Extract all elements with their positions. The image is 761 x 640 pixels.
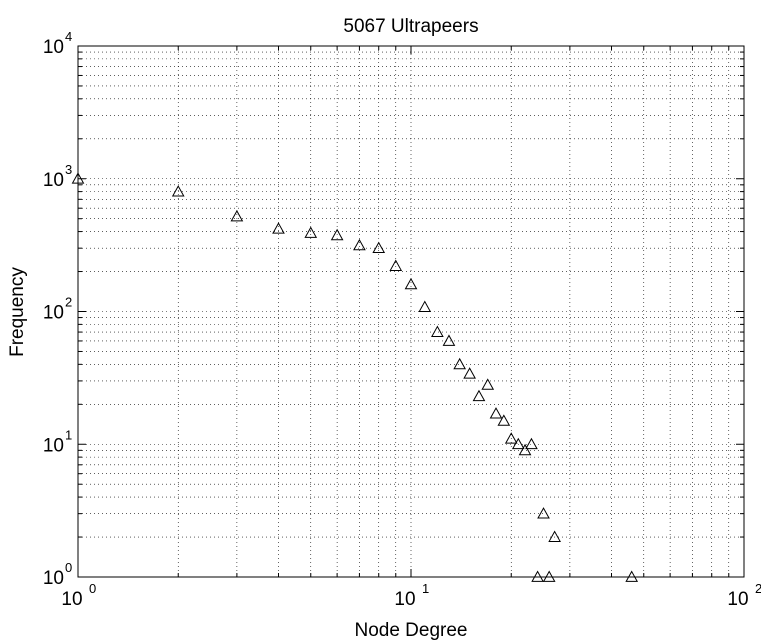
y-tick-label: 10	[43, 568, 64, 589]
x-tick-labels: 10 0 10 1 10 2	[61, 581, 761, 610]
data-point-triangle	[525, 437, 538, 450]
data-point-triangle	[481, 378, 495, 390]
y-tick-exponent: 2	[65, 295, 72, 310]
data-point-triangle	[548, 530, 561, 542]
data-point-triangle	[304, 226, 318, 238]
y-tick-exponent: 1	[65, 427, 72, 442]
data-point-triangle	[625, 570, 639, 582]
x-tick-exponent: 1	[422, 581, 429, 596]
chart-title: 5067 Ultrapeers	[343, 16, 478, 37]
x-tick-exponent: 0	[89, 581, 96, 596]
data-point-triangle	[531, 570, 544, 582]
y-axis-label: Frequency	[7, 267, 28, 357]
x-axis-label: Node Degree	[354, 620, 467, 640]
y-tick-label: 10	[43, 170, 64, 191]
x-tick-label: 10	[61, 589, 82, 610]
data-point-triangle	[389, 259, 403, 271]
data-point-triangle	[353, 238, 366, 251]
data-point-triangle	[489, 407, 503, 419]
data-point-triangle	[431, 325, 444, 337]
data-point-triangle	[418, 300, 432, 312]
x-tick-label: 10	[394, 589, 415, 610]
y-tick-exponent: 0	[65, 560, 72, 575]
grid-lines	[78, 46, 744, 577]
y-tick-label: 10	[43, 435, 64, 456]
data-point-triangle	[542, 570, 556, 582]
data-point-triangle	[472, 389, 486, 402]
axis-ticks	[78, 46, 744, 577]
y-tick-exponent: 4	[65, 29, 72, 44]
data-points	[71, 172, 639, 582]
data-point-triangle	[372, 241, 386, 254]
data-point-triangle	[404, 277, 418, 290]
y-tick-label: 10	[43, 37, 64, 58]
data-point-triangle	[453, 357, 467, 370]
data-point-triangle	[497, 414, 511, 426]
data-point-triangle	[442, 334, 456, 346]
x-tick-label: 10	[727, 589, 748, 610]
y-tick-exponent: 3	[65, 162, 72, 177]
data-point-triangle	[230, 209, 244, 222]
data-point-triangle	[272, 222, 285, 234]
data-point-triangle	[537, 507, 550, 519]
y-tick-label: 10	[43, 303, 64, 324]
data-point-triangle	[463, 367, 476, 379]
data-point-triangle	[504, 432, 518, 444]
data-point-triangle	[330, 228, 344, 241]
x-tick-exponent: 2	[755, 581, 761, 596]
data-point-triangle	[71, 172, 85, 184]
data-point-triangle	[511, 437, 525, 450]
data-point-triangle	[171, 185, 185, 197]
data-point-triangle	[518, 443, 532, 456]
